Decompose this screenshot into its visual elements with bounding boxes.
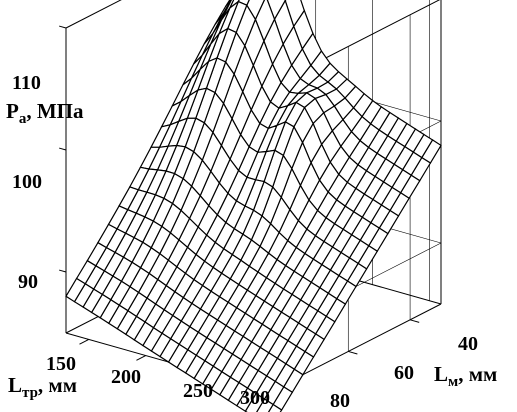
x-tick-250: 250 xyxy=(183,380,213,402)
z-tick-mark xyxy=(59,269,67,273)
z-tick-90: 90 xyxy=(18,271,38,293)
surface-cell xyxy=(267,403,283,412)
z-axis-label: Pa, МПа xyxy=(6,99,84,127)
x-tick-mark xyxy=(79,338,90,345)
z-tick-110: 110 xyxy=(12,72,41,94)
surface-mesh xyxy=(65,0,442,412)
axis-left-top xyxy=(65,0,122,29)
y-tick-40: 40 xyxy=(458,333,478,355)
z-axis-label-rest: , МПа xyxy=(26,99,84,123)
z-tick-mark xyxy=(59,25,67,29)
y-tick-mark xyxy=(348,350,358,355)
x-tick-mark xyxy=(136,355,146,361)
x-axis-label-sub: тр xyxy=(22,385,38,401)
x-axis-label: Lтр, мм xyxy=(8,373,77,401)
x-axis-label-rest: , мм xyxy=(38,373,77,397)
surface-cell xyxy=(65,277,87,303)
x-tick-200: 200 xyxy=(111,366,141,388)
y-tick-80: 80 xyxy=(330,390,350,412)
x-tick-300: 300 xyxy=(240,387,270,409)
z-axis-label-sub: a xyxy=(19,111,27,127)
z-tick-mark xyxy=(59,147,67,151)
z-tick-100: 100 xyxy=(12,171,42,193)
y-axis-label: Lм, мм xyxy=(434,362,497,390)
y-tick-mark xyxy=(409,319,420,323)
x-tick-150: 150 xyxy=(46,353,76,375)
y-axis-label-sub: м xyxy=(448,374,458,390)
y-axis-label-rest: , мм xyxy=(458,362,497,386)
z-axis-label-main: P xyxy=(6,99,19,123)
x-axis-label-main: L xyxy=(8,373,22,397)
y-axis-label-main: L xyxy=(434,362,448,386)
y-tick-60: 60 xyxy=(394,362,414,384)
